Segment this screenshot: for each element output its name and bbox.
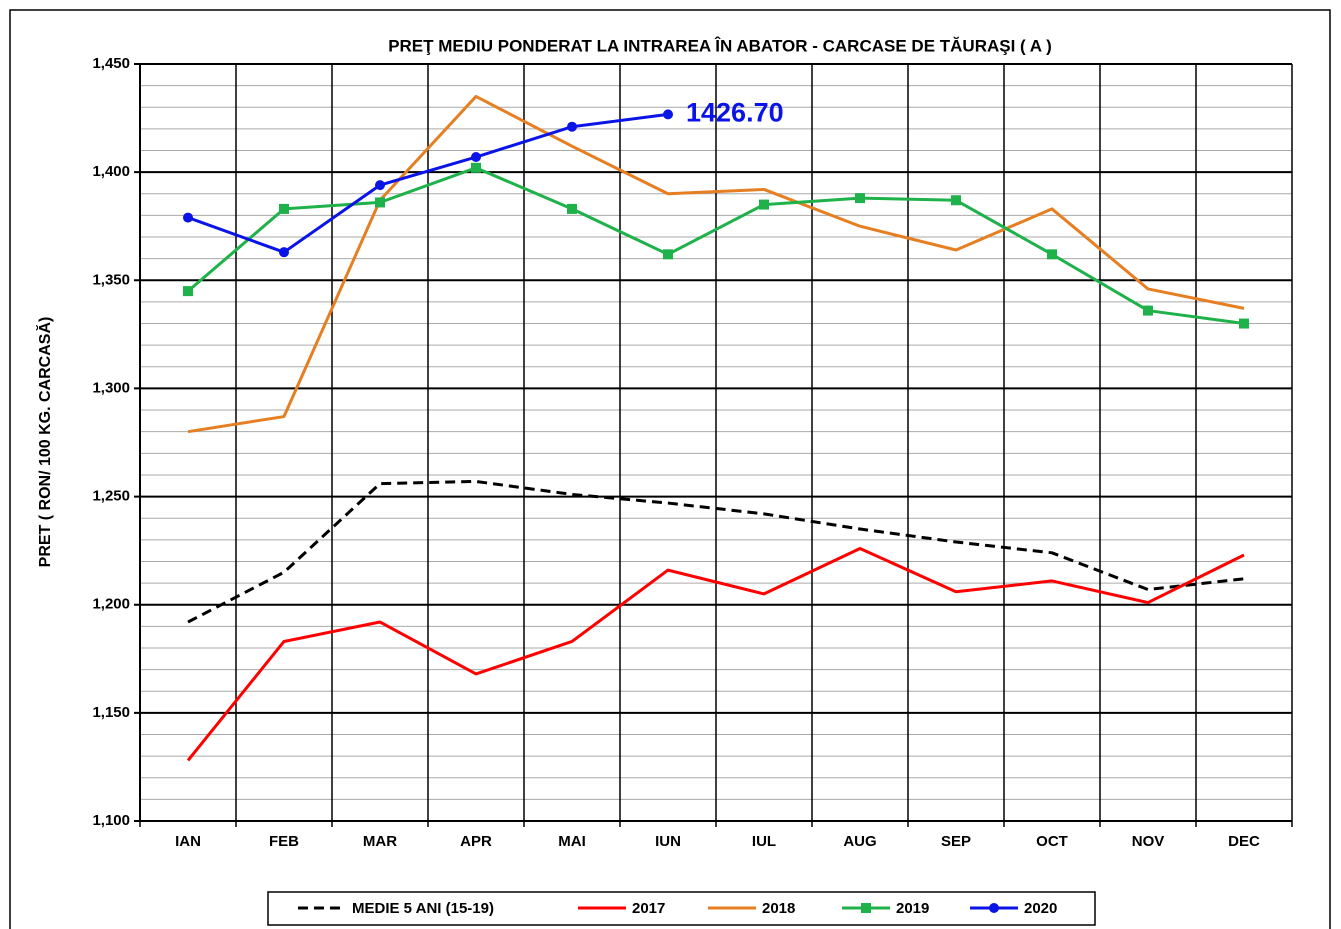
- y-tick-label: 1,300: [92, 379, 130, 396]
- x-tick-label: IUL: [752, 833, 776, 850]
- y-tick-label: 1,150: [92, 704, 130, 721]
- legend-marker: [861, 903, 871, 913]
- chart-title: PREŢ MEDIU PONDERAT LA INTRAREA ÎN ABATO…: [388, 36, 1052, 55]
- x-tick-label: NOV: [1132, 833, 1165, 850]
- legend-box: [267, 891, 1096, 926]
- legend-label: 2020: [1024, 900, 1057, 917]
- y-tick-label: 1,250: [92, 488, 130, 505]
- x-tick-label: FEB: [269, 833, 299, 850]
- y-tick-label: 1,200: [92, 596, 130, 613]
- y-tick-label: 1,350: [92, 271, 130, 288]
- marker: [759, 199, 769, 210]
- y-tick-label: 1,100: [92, 812, 130, 829]
- data-label: 1426.70: [686, 98, 784, 128]
- legend-label: 2018: [762, 900, 795, 917]
- marker: [1239, 318, 1249, 329]
- chart-border: [9, 9, 1331, 929]
- marker: [567, 121, 577, 132]
- marker: [183, 212, 193, 223]
- marker: [951, 195, 961, 206]
- marker: [663, 249, 673, 260]
- x-tick-label: OCT: [1036, 833, 1068, 850]
- series-line: [187, 94, 1245, 434]
- legend-label: 2017: [632, 900, 665, 917]
- x-tick-label: AUG: [843, 833, 876, 850]
- legend-marker: [989, 903, 999, 913]
- series-line: [187, 479, 1245, 624]
- legend-label: 2019: [896, 900, 929, 917]
- x-tick-label: SEP: [941, 833, 971, 850]
- x-tick-label: MAR: [363, 833, 397, 850]
- series-line: [187, 112, 669, 254]
- marker: [567, 203, 577, 214]
- x-tick-label: IUN: [655, 833, 681, 850]
- x-tick-label: DEC: [1228, 833, 1260, 850]
- marker: [375, 180, 385, 191]
- marker: [375, 197, 385, 208]
- marker: [279, 203, 289, 214]
- series-line: [187, 166, 1245, 326]
- x-tick-label: MAI: [558, 833, 586, 850]
- x-tick-label: APR: [460, 833, 492, 850]
- marker: [471, 152, 481, 163]
- legend-label: MEDIE 5 ANI (15-19): [352, 900, 494, 917]
- marker: [1143, 305, 1153, 316]
- marker: [279, 247, 289, 258]
- marker: [1047, 249, 1057, 260]
- marker: [663, 109, 673, 120]
- marker: [855, 193, 865, 204]
- series-line: [186, 546, 1245, 762]
- y-tick-label: 1,450: [92, 55, 130, 72]
- marker: [471, 162, 481, 173]
- x-tick-label: IAN: [175, 833, 201, 850]
- y-axis-label: PRET ( RON/ 100 KG. CARCASĂ): [35, 317, 54, 568]
- y-tick-label: 1,400: [92, 163, 130, 180]
- marker: [183, 286, 193, 297]
